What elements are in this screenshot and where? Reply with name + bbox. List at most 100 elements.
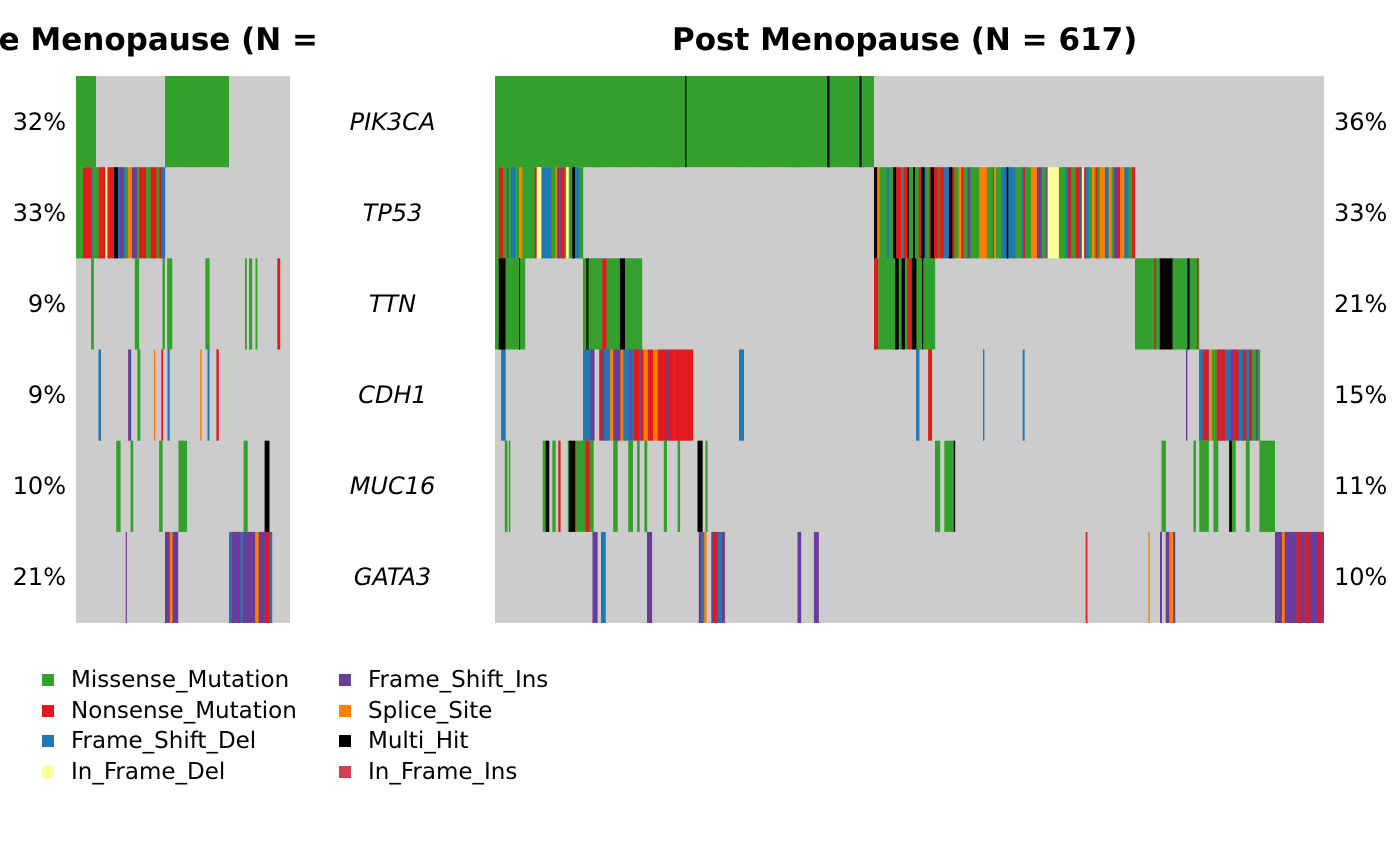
mutation-mark [930,258,935,350]
mutation-mark [994,167,997,259]
mutation-mark [1139,258,1143,350]
mutation-mark [954,167,959,259]
mutation-mark [638,349,640,441]
mutation-mark [1165,531,1170,623]
mutation-mark [1212,349,1217,441]
mutation-mark [685,76,687,168]
mutation-mark [1203,440,1209,532]
mutation-mark [262,531,266,623]
mutation-mark [508,167,511,259]
mutation-mark [142,167,147,259]
mutation-mark [1026,167,1032,259]
mutation-mark [139,167,143,259]
mutation-mark [80,167,84,259]
mutation-mark [1082,167,1085,259]
mutation-mark [989,167,994,259]
mutation-mark [1022,349,1025,441]
mutation-mark [1001,167,1007,259]
mutation-mark [887,258,891,350]
mutation-mark [242,531,246,623]
mutation-mark [555,167,558,259]
mutation-mark [958,167,962,259]
mutation-mark [82,167,88,259]
mutation-mark [997,167,999,259]
mutation-mark [167,349,170,441]
mutation-mark [861,76,864,168]
frequency-label-post-cdh1: 15% [1334,381,1388,410]
mutation-mark [585,440,590,532]
mutation-mark [1185,349,1188,441]
mutation-mark [1031,167,1036,259]
mutation-mark [1229,440,1233,532]
mutation-mark [269,531,272,623]
legend-item: Splice_Site [337,697,637,728]
mutation-mark [849,76,854,168]
mutation-mark [1198,258,1200,350]
mutation-mark [683,349,687,441]
mutation-mark [639,349,641,441]
mutation-mark [717,531,723,623]
mutation-mark [701,531,705,623]
legend-item: Frame_Shift_Ins [337,666,637,697]
mutation-mark [1128,167,1133,259]
mutation-mark [643,349,649,441]
mutation-mark [77,167,81,259]
mutation-mark [507,258,513,350]
mutation-mark [1241,349,1244,441]
mutation-mark [505,76,511,168]
mutation-mark [119,167,124,259]
mutation-mark [1182,258,1188,350]
mutation-mark [625,258,630,350]
mutation-mark [874,167,878,259]
mutation-mark [637,440,640,532]
mutation-mark [616,258,620,350]
mutation-mark [495,167,499,259]
mutation-mark [102,167,106,259]
mutation-mark [666,349,669,441]
mutation-mark [628,440,633,532]
mutation-mark [105,167,108,259]
mutation-mark [1282,531,1285,623]
mutation-mark [1187,258,1190,350]
mutation-mark [1193,258,1198,350]
mutation-mark [595,76,599,168]
mutation-mark [657,349,663,441]
mutation-mark [805,76,809,168]
mutation-mark [114,167,119,259]
mutation-mark [182,440,188,532]
mutation-mark [128,349,132,441]
mutation-mark [921,167,925,259]
mutation-mark [662,349,665,441]
mutation-mark [501,258,506,350]
mutation-mark [495,76,874,168]
mutation-mark [885,258,888,350]
mutation-mark [762,76,766,168]
mutation-mark [498,167,504,259]
mutation-mark [554,76,556,168]
mutation-mark [560,167,565,259]
mutation-mark [996,167,998,259]
mutation-mark [145,167,151,259]
mutation-mark [681,349,684,441]
mutation-mark [558,440,561,532]
mutation-mark [944,167,950,259]
mutation-mark [534,167,537,259]
mutation-mark [549,76,552,168]
mutation-mark [907,258,913,350]
mutation-mark [975,167,980,259]
mutation-mark [505,258,509,350]
mutation-mark [1132,167,1136,259]
mutation-mark [1257,349,1260,441]
frequency-label-pre-muc16: 10% [12,472,66,501]
mutation-mark [216,349,219,441]
mutation-mark [568,167,573,259]
mutation-mark [1202,349,1208,441]
mutation-mark [593,76,597,168]
frequency-label-pre-tp53: 33% [12,198,66,227]
mutation-mark [896,167,902,259]
mutation-mark [740,76,744,168]
gene-label-muc16: MUC16 [349,472,436,501]
mutation-mark [1035,167,1038,259]
mutation-mark [153,167,157,259]
mutation-mark [130,440,134,532]
